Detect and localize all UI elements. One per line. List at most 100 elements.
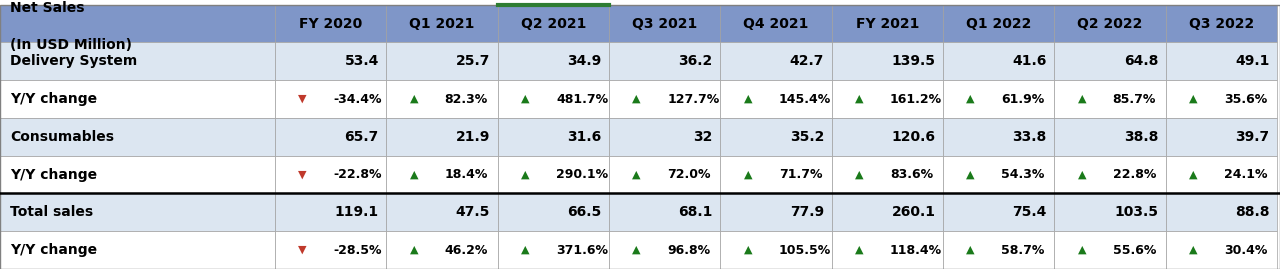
Text: Q2 2021: Q2 2021 bbox=[521, 16, 586, 30]
Text: 65.7: 65.7 bbox=[344, 130, 379, 144]
Text: 33.8: 33.8 bbox=[1012, 130, 1047, 144]
Text: 55.6%: 55.6% bbox=[1112, 244, 1156, 257]
Text: FY 2021: FY 2021 bbox=[856, 16, 919, 30]
Text: ▲: ▲ bbox=[966, 245, 975, 255]
Bar bbox=[0, 80, 275, 118]
Text: 103.5: 103.5 bbox=[1114, 205, 1158, 219]
Text: 88.8: 88.8 bbox=[1235, 205, 1270, 219]
Bar bbox=[721, 118, 832, 156]
Text: 118.4%: 118.4% bbox=[890, 244, 942, 257]
Text: Q3 2021: Q3 2021 bbox=[632, 16, 698, 30]
Text: 105.5%: 105.5% bbox=[778, 244, 831, 257]
Bar bbox=[943, 231, 1055, 269]
Text: 47.5: 47.5 bbox=[456, 205, 490, 219]
Bar bbox=[832, 80, 943, 118]
Bar bbox=[387, 80, 498, 118]
Text: 85.7%: 85.7% bbox=[1112, 93, 1156, 105]
Text: 18.4%: 18.4% bbox=[444, 168, 488, 181]
Text: ▲: ▲ bbox=[1189, 169, 1198, 180]
Text: ▲: ▲ bbox=[966, 94, 975, 104]
Bar bbox=[275, 193, 387, 231]
Bar bbox=[0, 156, 275, 193]
Bar bbox=[0, 118, 275, 156]
Bar bbox=[0, 5, 275, 43]
Text: 30.4%: 30.4% bbox=[1224, 244, 1267, 257]
Text: ▲: ▲ bbox=[632, 94, 641, 104]
Text: ▲: ▲ bbox=[855, 169, 864, 180]
Bar bbox=[609, 118, 721, 156]
Text: Total sales: Total sales bbox=[10, 205, 93, 219]
Bar bbox=[275, 5, 387, 43]
Text: 77.9: 77.9 bbox=[790, 205, 824, 219]
Bar bbox=[275, 118, 387, 156]
Bar bbox=[275, 43, 387, 80]
Text: 71.7%: 71.7% bbox=[778, 168, 822, 181]
Bar bbox=[721, 156, 832, 193]
Bar bbox=[609, 193, 721, 231]
Bar bbox=[387, 156, 498, 193]
Text: ▲: ▲ bbox=[1189, 94, 1198, 104]
Bar bbox=[387, 118, 498, 156]
Text: 61.9%: 61.9% bbox=[1001, 93, 1044, 105]
Bar bbox=[609, 43, 721, 80]
Text: 145.4%: 145.4% bbox=[778, 93, 831, 105]
Bar bbox=[1055, 43, 1166, 80]
Bar bbox=[609, 5, 721, 43]
Text: 64.8: 64.8 bbox=[1124, 54, 1158, 68]
Text: Y/Y change: Y/Y change bbox=[10, 92, 97, 106]
Text: ▲: ▲ bbox=[632, 245, 641, 255]
Text: 46.2%: 46.2% bbox=[444, 244, 488, 257]
Bar bbox=[1055, 80, 1166, 118]
Text: ▲: ▲ bbox=[855, 245, 864, 255]
Bar bbox=[609, 231, 721, 269]
Bar bbox=[1055, 193, 1166, 231]
Text: Consumables: Consumables bbox=[10, 130, 114, 144]
Text: Q4 2021: Q4 2021 bbox=[744, 16, 809, 30]
Text: ▲: ▲ bbox=[521, 169, 530, 180]
Text: 75.4: 75.4 bbox=[1012, 205, 1047, 219]
Bar bbox=[498, 43, 609, 80]
Text: 68.1: 68.1 bbox=[678, 205, 713, 219]
Bar bbox=[721, 193, 832, 231]
Bar bbox=[387, 231, 498, 269]
Text: 35.2: 35.2 bbox=[790, 130, 824, 144]
Bar bbox=[275, 156, 387, 193]
Bar bbox=[498, 231, 609, 269]
Text: ▲: ▲ bbox=[410, 94, 419, 104]
Bar bbox=[1055, 231, 1166, 269]
Bar bbox=[0, 193, 275, 231]
Text: 260.1: 260.1 bbox=[891, 205, 936, 219]
Text: 39.7: 39.7 bbox=[1235, 130, 1270, 144]
Bar bbox=[832, 231, 943, 269]
Bar bbox=[721, 43, 832, 80]
Text: ▲: ▲ bbox=[410, 245, 419, 255]
Text: 35.6%: 35.6% bbox=[1224, 93, 1267, 105]
Text: 22.8%: 22.8% bbox=[1112, 168, 1156, 181]
Bar bbox=[498, 80, 609, 118]
Bar bbox=[832, 156, 943, 193]
Text: 49.1: 49.1 bbox=[1235, 54, 1270, 68]
Bar bbox=[943, 193, 1055, 231]
Text: 34.9: 34.9 bbox=[567, 54, 602, 68]
Bar bbox=[943, 43, 1055, 80]
Bar bbox=[832, 118, 943, 156]
Text: ▲: ▲ bbox=[1078, 245, 1087, 255]
Bar bbox=[1166, 193, 1277, 231]
Text: Q3 2022: Q3 2022 bbox=[1189, 16, 1254, 30]
Bar bbox=[387, 5, 498, 43]
Text: Q1 2022: Q1 2022 bbox=[966, 16, 1032, 30]
Text: 41.6: 41.6 bbox=[1012, 54, 1047, 68]
Text: ▼: ▼ bbox=[298, 245, 307, 255]
Text: 21.9: 21.9 bbox=[456, 130, 490, 144]
Text: ▲: ▲ bbox=[744, 94, 753, 104]
Text: Q2 2022: Q2 2022 bbox=[1078, 16, 1143, 30]
Text: 24.1%: 24.1% bbox=[1224, 168, 1267, 181]
Bar bbox=[943, 5, 1055, 43]
Text: 53.4: 53.4 bbox=[344, 54, 379, 68]
Bar bbox=[1166, 5, 1277, 43]
Text: 42.7: 42.7 bbox=[790, 54, 824, 68]
Bar bbox=[609, 156, 721, 193]
Bar bbox=[275, 231, 387, 269]
Text: 38.8: 38.8 bbox=[1124, 130, 1158, 144]
Text: ▲: ▲ bbox=[521, 94, 530, 104]
